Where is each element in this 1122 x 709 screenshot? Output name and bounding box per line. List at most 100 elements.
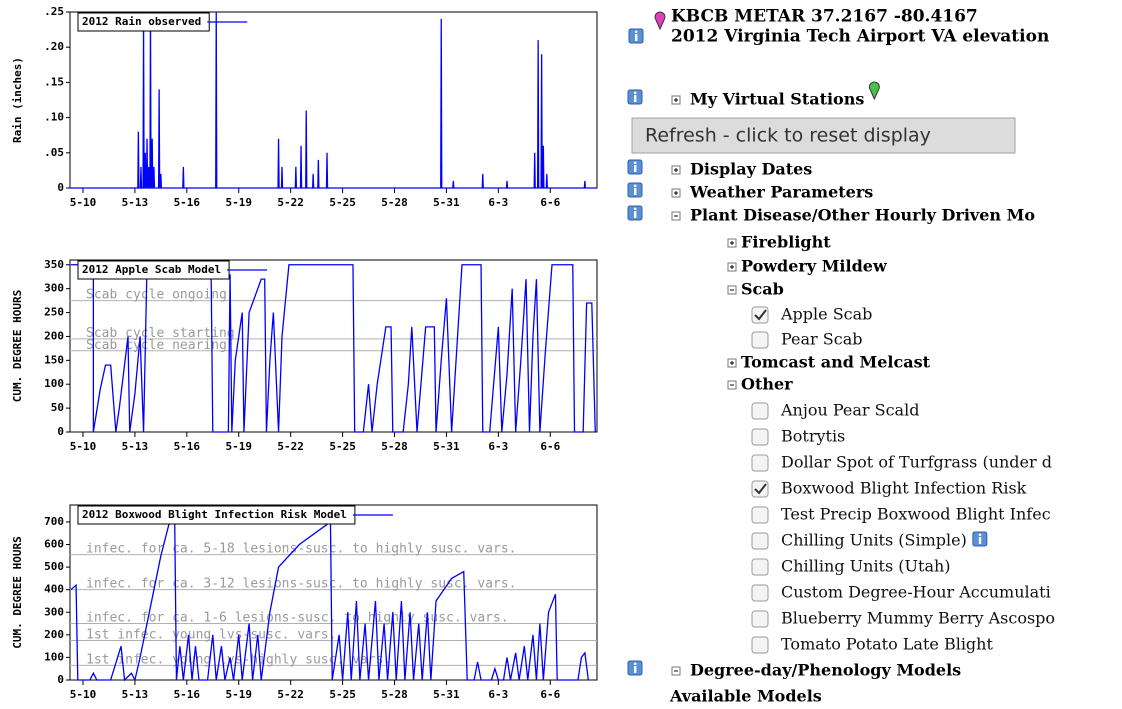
checkbox[interactable] <box>751 610 769 628</box>
checkbox[interactable] <box>751 506 769 524</box>
x-tick-label: 6-3 <box>488 196 508 209</box>
map-pin <box>654 11 666 31</box>
x-tick-label: 5-22 <box>277 688 304 701</box>
annotation-text: Scab cycle starting <box>86 326 235 341</box>
tree-label[interactable]: Powdery Mildew <box>741 257 888 276</box>
x-tick-label: 5-16 <box>174 440 201 453</box>
refresh-button-label[interactable]: Refresh - click to reset display <box>645 125 931 147</box>
station-line: KBCB METAR 37.2167 -80.4167 <box>671 7 978 27</box>
legend-label: 2012 Rain observed <box>82 15 201 28</box>
checkbox-label[interactable]: Blueberry Mummy Berry Ascospo <box>781 609 1055 628</box>
x-tick-label: 5-13 <box>122 440 149 453</box>
y-tick-label: 0 <box>57 673 64 686</box>
annotation-text: Scab cycle nearing <box>86 338 227 353</box>
tree-label[interactable]: Plant Disease/Other Hourly Driven Mo <box>690 206 1035 225</box>
x-tick-label: 5-19 <box>225 196 252 209</box>
plot-frame <box>69 504 598 681</box>
checkbox-label[interactable]: Dollar Spot of Turfgrass (under d <box>781 453 1052 472</box>
checkbox[interactable] <box>751 331 769 349</box>
info-icon-mark <box>634 188 637 195</box>
checkbox-label[interactable]: Anjou Pear Scald <box>780 401 919 420</box>
map-pin <box>868 81 880 101</box>
y-tick-label: 350 <box>44 258 64 271</box>
plot-frame <box>69 11 598 189</box>
x-tick-label: 5-10 <box>70 196 97 209</box>
x-tick-label: 5-19 <box>225 440 252 453</box>
tree-label[interactable]: Degree-day/Phenology Models <box>690 661 961 680</box>
y-tick-label: 100 <box>44 650 64 663</box>
y-tick-label: 300 <box>44 605 64 618</box>
checkbox[interactable] <box>751 480 769 498</box>
series-line <box>70 264 596 433</box>
tree-label[interactable]: Weather Parameters <box>689 183 873 202</box>
tree-label[interactable]: My Virtual Stations <box>690 90 864 109</box>
checkbox[interactable] <box>751 402 769 420</box>
y-axis-label: Rain (inches) <box>11 57 24 143</box>
tree-label[interactable]: Other <box>741 375 793 394</box>
y-tick-label: 200 <box>44 628 64 641</box>
x-tick-label: 5-10 <box>70 440 97 453</box>
checkbox[interactable] <box>751 306 769 324</box>
info-icon-dot <box>633 184 637 188</box>
info-icon-mark <box>634 165 637 172</box>
y-tick-label: 400 <box>44 583 64 596</box>
x-tick-label: 6-6 <box>540 196 560 209</box>
checkbox-label[interactable]: Custom Degree-Hour Accumulati <box>781 583 1051 602</box>
station-location: 2012 Virginia Tech Airport VA elevation <box>671 27 1049 47</box>
checkbox[interactable] <box>751 558 769 576</box>
annotation-text: infec. for ca. 3-12 lesions-susc. to hig… <box>86 577 516 592</box>
x-tick-label: 5-31 <box>433 196 460 209</box>
checkmark <box>754 483 767 495</box>
checkbox-label[interactable]: Test Precip Boxwood Blight Infec <box>781 505 1051 524</box>
checkbox-label[interactable]: Botrytis <box>781 427 845 446</box>
x-tick-label: 6-6 <box>540 688 560 701</box>
tree-label[interactable]: Fireblight <box>741 233 831 252</box>
x-tick-label: 5-25 <box>329 688 356 701</box>
checkbox-label[interactable]: Apple Scab <box>780 305 872 324</box>
info-icon-dot <box>978 533 982 537</box>
checkbox[interactable] <box>751 532 769 550</box>
annotation-text: infec. for ca. 5-18 lesions-susc. to hig… <box>86 542 516 557</box>
info-icon-dot <box>633 207 637 211</box>
x-tick-label: 5-28 <box>381 688 408 701</box>
x-tick-label: 5-22 <box>277 440 304 453</box>
x-tick-label: 5-13 <box>122 688 149 701</box>
tree-label[interactable]: Tomcast and Melcast <box>741 353 931 372</box>
legend-label: 2012 Apple Scab Model <box>82 263 221 276</box>
checkbox[interactable] <box>751 428 769 446</box>
checkbox-label[interactable]: Chilling Units (Utah) <box>781 557 951 576</box>
checkbox-label[interactable]: Pear Scab <box>781 330 863 349</box>
y-tick-label: 150 <box>44 353 64 366</box>
legend-label: 2012 Boxwood Blight Infection Risk Model <box>82 508 347 521</box>
info-icon-mark <box>634 95 637 102</box>
x-tick-label: 5-31 <box>433 688 460 701</box>
y-tick-label: .25 <box>44 5 64 18</box>
tree-label[interactable]: Scab <box>741 280 784 299</box>
checkbox[interactable] <box>751 454 769 472</box>
y-tick-label: .05 <box>44 146 64 159</box>
y-tick-label: 500 <box>44 560 64 573</box>
y-tick-label: 50 <box>51 401 64 414</box>
y-tick-label: .15 <box>44 75 64 88</box>
y-tick-label: 300 <box>44 282 64 295</box>
x-tick-label: 5-19 <box>225 688 252 701</box>
checkbox[interactable] <box>751 584 769 602</box>
checkbox-label[interactable]: Chilling Units (Simple) <box>781 531 967 550</box>
info-icon-mark <box>634 211 637 218</box>
checkbox-label[interactable]: Tomato Potato Late Blight <box>781 635 993 654</box>
y-tick-label: 200 <box>44 329 64 342</box>
x-tick-label: 5-28 <box>381 440 408 453</box>
x-tick-label: 5-13 <box>122 196 149 209</box>
annotation-text: 1st infec. young lvs-highly susc. vars. <box>86 652 391 667</box>
checkmark <box>754 309 767 321</box>
x-tick-label: 5-28 <box>381 196 408 209</box>
info-icon-mark <box>978 537 982 544</box>
x-tick-label: 6-3 <box>488 688 508 701</box>
annotation-text: Scab cycle ongoing <box>86 288 227 303</box>
checkbox-label[interactable]: Boxwood Blight Infection Risk <box>781 479 1027 498</box>
tree-label[interactable]: Display Dates <box>690 160 812 179</box>
refresh-button[interactable] <box>631 117 1016 154</box>
checkbox[interactable] <box>751 636 769 654</box>
